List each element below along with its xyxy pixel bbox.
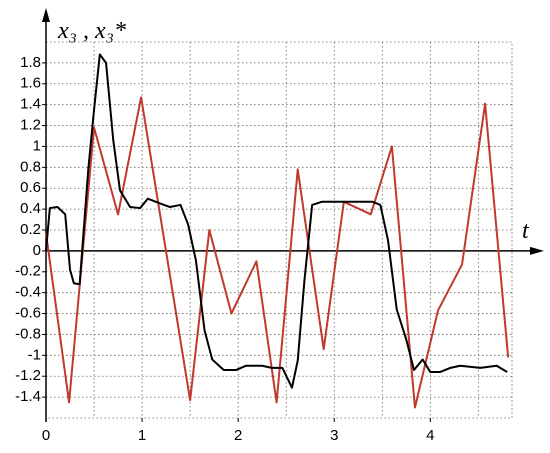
x-axis-label: t <box>522 218 530 244</box>
y-tick-label: -0.2 <box>15 263 41 280</box>
x-tick-label: 0 <box>42 427 50 444</box>
x-axis-arrow <box>530 246 544 255</box>
y-tick-label: -1.4 <box>15 388 41 405</box>
y-tick-label: -0.6 <box>15 305 41 322</box>
x-tick-label: 1 <box>138 427 146 444</box>
y-tick-label: 1.4 <box>20 96 41 113</box>
y-tick-label: 0.6 <box>20 179 41 196</box>
series-line <box>45 53 508 389</box>
y-axis-label: x₃ , x₃* <box>57 18 126 44</box>
y-tick-label: 1.2 <box>20 117 41 134</box>
y-tick-label: 1 <box>33 137 41 154</box>
x-tick-label: 3 <box>330 427 338 444</box>
y-axis-arrow <box>42 8 50 22</box>
y-tick-label: 1.6 <box>20 75 41 92</box>
y-tick-label: 0 <box>33 242 41 259</box>
y-tick-label: 0.8 <box>20 158 41 175</box>
y-tick-label: 0.4 <box>20 200 41 217</box>
y-tick-label: -0.8 <box>15 325 41 342</box>
y-tick-label: -1.2 <box>15 367 41 384</box>
x-tick-label: 4 <box>426 427 434 444</box>
series-line <box>45 96 510 409</box>
y-tick-label: 0.2 <box>20 221 41 238</box>
y-tick-label: -1 <box>28 346 41 363</box>
y-tick-label: -0.4 <box>15 284 41 301</box>
x-tick-label: 2 <box>234 427 242 444</box>
y-tick-label: 1.8 <box>20 54 41 71</box>
